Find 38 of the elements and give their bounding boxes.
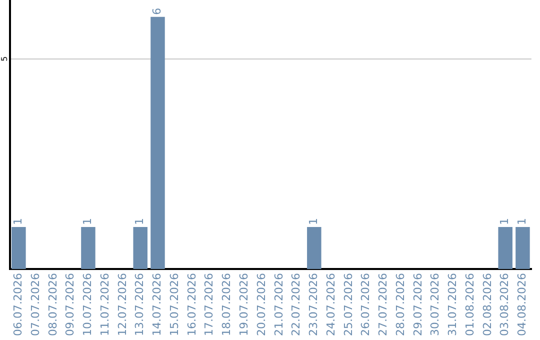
data-label: 1	[133, 218, 146, 225]
x-tick-label: 18.07.2026	[220, 273, 234, 336]
x-tick-label: 10.07.2026	[81, 273, 94, 336]
x-tick-label: 25.07.2026	[342, 273, 355, 336]
x-tick-label: 30.07.2026	[428, 273, 442, 336]
x-tick-label: 20.07.2026	[254, 273, 268, 336]
x-tick-label: 28.07.2026	[394, 273, 407, 336]
x-tick-label: 08.07.2026	[46, 273, 60, 336]
x-tick-label: 01.08.2026	[463, 273, 476, 336]
x-tick-label: 14.07.2026	[150, 273, 164, 336]
x-tick-label: 03.08.2026	[498, 273, 512, 336]
x-tick-label: 24.07.2026	[324, 273, 338, 336]
x-tick-label: 12.07.2026	[116, 273, 129, 336]
x-tick-label: 04.08.2026	[516, 273, 529, 336]
x-tick-label: 31.07.2026	[446, 273, 460, 336]
x-tick-label: 17.07.2026	[202, 273, 216, 336]
x-tick-label: 02.08.2026	[480, 273, 494, 336]
data-label: 6	[150, 8, 164, 15]
x-tick-label: 21.07.2026	[272, 273, 286, 336]
x-tick-label: 22.07.2026	[290, 273, 303, 336]
data-label: 1	[307, 218, 320, 225]
x-tick-label: 11.07.2026	[98, 273, 112, 336]
x-tick-label: 23.07.2026	[307, 273, 320, 336]
y-tick-label: 5	[0, 56, 10, 62]
x-tick-label: 16.07.2026	[185, 273, 198, 336]
x-tick-label: 06.07.2026	[12, 273, 25, 336]
x-tick-label: 15.07.2026	[168, 273, 181, 336]
x-tick-label: 19.07.2026	[237, 273, 250, 336]
x-tick-label: 29.07.2026	[411, 273, 424, 336]
x-tick-label: 26.07.2026	[359, 273, 372, 336]
data-label: 1	[516, 218, 529, 225]
data-label: 1	[81, 218, 94, 225]
x-tick-label: 27.07.2026	[376, 273, 390, 336]
x-tick-label: 13.07.2026	[133, 273, 146, 336]
data-label: 1	[12, 218, 25, 225]
x-tick-label: 09.07.2026	[64, 273, 77, 336]
x-tick-label: 07.07.2026	[28, 273, 42, 336]
data-label: 1	[498, 218, 512, 225]
